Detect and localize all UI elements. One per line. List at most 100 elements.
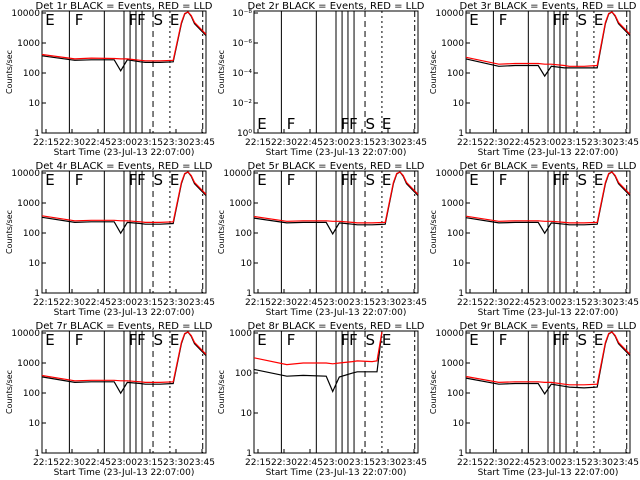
p3-marker: F <box>561 11 570 29</box>
p1-xlabel: Start Time (23-Jul-13 22:07:00) <box>54 148 195 158</box>
p4-ytick-label: 10000 <box>11 169 40 179</box>
p8-title: Det 8r BLACK = Events, RED = LLD <box>248 321 425 332</box>
p4-xtick-label: 22:30 <box>59 298 85 308</box>
p8-xlabel: Start Time (23-Jul-13 22:07:00) <box>266 468 407 478</box>
p7-ylabel: Counts/sec <box>5 370 14 414</box>
p5-title: Det 5r BLACK = Events, RED = LLD <box>248 161 425 172</box>
p5-xtick-label: 23:15 <box>349 298 375 308</box>
p9-marker: E <box>594 331 603 349</box>
p1-marker: F <box>75 11 84 29</box>
p7-marker: F <box>129 331 138 349</box>
p5-ytick-label: 100 <box>235 229 252 239</box>
p1-ytick-label: 1000 <box>17 39 40 49</box>
p8-marker: S <box>366 331 376 349</box>
p5-xtick-label: 23:45 <box>401 298 427 308</box>
p7-xtick-label: 23:00 <box>111 458 137 468</box>
p7-title: Det 7r BLACK = Events, RED = LLD <box>36 321 213 332</box>
p7-ytick-label: 1 <box>34 449 40 459</box>
p1-xtick-label: 22:15 <box>33 138 59 148</box>
p6-title: Det 6r BLACK = Events, RED = LLD <box>460 161 637 172</box>
p8-xtick-label: 22:45 <box>297 458 323 468</box>
p8-series-events <box>253 331 383 393</box>
p2-marker: F <box>341 115 350 133</box>
p1-ytick-label: 1 <box>34 129 40 139</box>
p8-xtick-label: 22:15 <box>245 458 271 468</box>
p6-ytick-label: 1 <box>458 289 464 299</box>
p2-ytick-label: 10⁻² <box>232 99 252 109</box>
p4-ytick-label: 100 <box>23 229 40 239</box>
p1-xtick-label: 22:30 <box>59 138 85 148</box>
p2-xtick-label: 23:15 <box>349 138 375 148</box>
p7-marker: E <box>170 331 179 349</box>
p2-marker: F <box>349 115 358 133</box>
p3-ytick-label: 1000 <box>441 39 464 49</box>
p7-marker: F <box>75 331 84 349</box>
p3-xtick-label: 22:15 <box>457 138 483 148</box>
p1-xtick-label: 23:30 <box>163 138 189 148</box>
p6-xtick-label: 23:45 <box>613 298 639 308</box>
p5-xtick-label: 22:15 <box>245 298 271 308</box>
p8-xtick-label: 23:00 <box>323 458 349 468</box>
p4-ytick-label: 10 <box>29 259 41 269</box>
p5-marker: E <box>382 171 391 189</box>
p9-marker: E <box>469 331 478 349</box>
p1-xtick-label: 23:15 <box>137 138 163 148</box>
p9-xlabel: Start Time (23-Jul-13 22:07:00) <box>478 468 619 478</box>
p6-marker: F <box>553 171 562 189</box>
p8-series-lld <box>253 331 383 366</box>
p4-marker: S <box>154 171 164 189</box>
p8-marker: F <box>349 331 358 349</box>
p1-xtick-label: 23:45 <box>189 138 215 148</box>
p5-xtick-label: 23:30 <box>375 298 401 308</box>
p2-xtick-label: 23:30 <box>375 138 401 148</box>
p3-marker: E <box>594 11 603 29</box>
p3-xtick-label: 22:30 <box>483 138 509 148</box>
p1-marker: F <box>129 11 138 29</box>
p4-ylabel: Counts/sec <box>5 210 14 254</box>
p2-xtick-label: 22:30 <box>271 138 297 148</box>
p3-xtick-label: 22:45 <box>509 138 535 148</box>
p6-ytick-label: 1000 <box>441 199 464 209</box>
p7-ytick-label: 10000 <box>11 329 40 339</box>
p7-marker: S <box>154 331 164 349</box>
p7-xtick-label: 23:45 <box>189 458 215 468</box>
p9-ytick-label: 1 <box>458 449 464 459</box>
p9-xtick-label: 23:00 <box>535 458 561 468</box>
p2-ytick-label: 10⁰ <box>237 129 252 139</box>
p9-marker: F <box>499 331 508 349</box>
p6-xtick-label: 23:30 <box>587 298 613 308</box>
p1-ylabel: Counts/sec <box>5 50 14 94</box>
p8-xtick-label: 23:15 <box>349 458 375 468</box>
p3-marker: F <box>553 11 562 29</box>
p5-marker: F <box>341 171 350 189</box>
p7-marker: F <box>137 331 146 349</box>
p8-marker: E <box>382 331 391 349</box>
p9-marker: F <box>561 331 570 349</box>
p6-ylabel: Counts/sec <box>429 210 438 254</box>
p3-xtick-label: 23:15 <box>561 138 587 148</box>
p2-xtick-label: 23:45 <box>401 138 427 148</box>
p9-ytick-label: 1000 <box>441 359 464 369</box>
p1-title: Det 1r BLACK = Events, RED = LLD <box>36 1 213 12</box>
p8-ytick-label: 1000 <box>229 329 252 339</box>
p2-marker: S <box>366 115 376 133</box>
p4-marker: F <box>129 171 138 189</box>
p4-marker: E <box>170 171 179 189</box>
p4-xlabel: Start Time (23-Jul-13 22:07:00) <box>54 308 195 318</box>
p3-xlabel: Start Time (23-Jul-13 22:07:00) <box>478 148 619 158</box>
p4-xtick-label: 23:30 <box>163 298 189 308</box>
p5-ytick-label: 1000 <box>229 199 252 209</box>
p7-xlabel: Start Time (23-Jul-13 22:07:00) <box>54 468 195 478</box>
p2-xlabel: Start Time (23-Jul-13 22:07:00) <box>266 148 407 158</box>
p5-ylabel: Counts/sec <box>217 210 226 254</box>
p2-ytick-label: 10⁻⁸ <box>232 9 252 19</box>
p5-marker: S <box>366 171 376 189</box>
p2-ylabel: Counts/sec <box>217 50 226 94</box>
p6-xtick-label: 22:30 <box>483 298 509 308</box>
p9-xtick-label: 22:15 <box>457 458 483 468</box>
p5-marker: F <box>287 171 296 189</box>
p9-series-lld <box>465 331 631 386</box>
p7-xtick-label: 22:45 <box>85 458 111 468</box>
p4-xtick-label: 23:00 <box>111 298 137 308</box>
p7-xtick-label: 22:15 <box>33 458 59 468</box>
